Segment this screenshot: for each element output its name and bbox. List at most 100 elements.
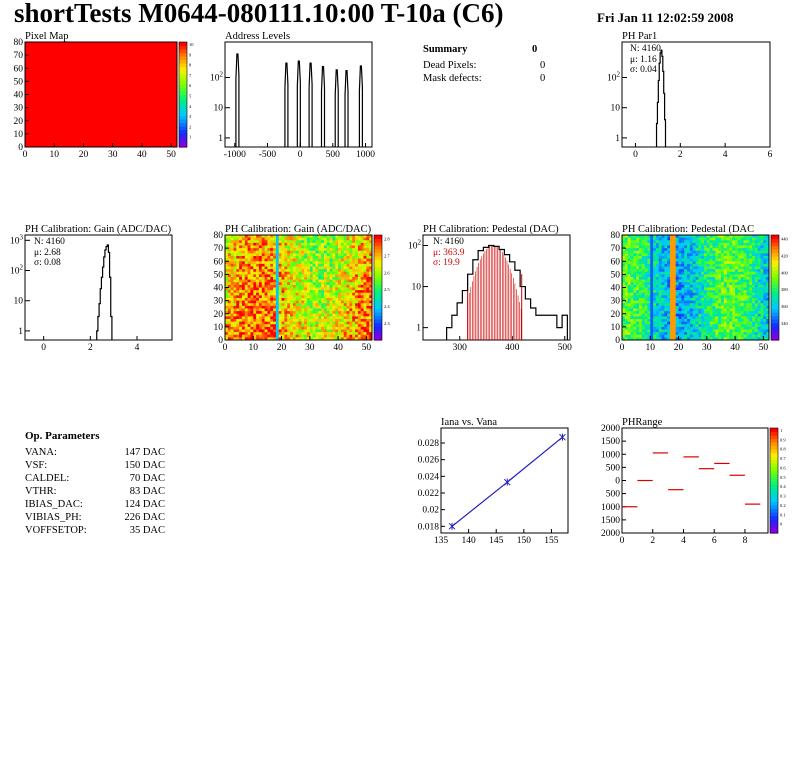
- heatmap-cell: [278, 269, 282, 273]
- heatmap-cell: [250, 305, 254, 309]
- heatmap-cell: [366, 248, 370, 252]
- heatmap-cell: [258, 279, 263, 283]
- heatmap-cell: [349, 290, 353, 294]
- heatmap-cell: [633, 235, 637, 239]
- heatmap-cell: [726, 271, 730, 275]
- heatmap-cell: [743, 242, 747, 246]
- heatmap-cell: [644, 319, 648, 323]
- heatmap-cell: [332, 316, 336, 320]
- colorbar-tick-label: 8: [189, 63, 192, 68]
- heatmap-cell: [290, 305, 294, 309]
- heatmap-cell: [318, 319, 322, 323]
- heatmap-cell: [687, 313, 691, 317]
- heatmap-cell: [270, 248, 274, 252]
- heatmap-cell: [357, 321, 362, 325]
- y-tick-label: 0: [615, 477, 620, 487]
- heatmap-cell: [346, 337, 350, 341]
- heatmap-cell: [653, 277, 657, 281]
- heatmap-cell: [672, 274, 677, 278]
- heatmap-cell: [749, 295, 753, 299]
- heatmap-cell: [678, 313, 682, 317]
- heatmap-cell: [250, 337, 254, 341]
- heatmap-cell: [653, 321, 657, 325]
- heatmap-cell: [264, 274, 268, 278]
- heatmap-cell: [352, 240, 356, 244]
- heatmap-cell: [355, 316, 359, 320]
- heatmap-cell: [281, 316, 285, 320]
- heatmap-cell: [264, 329, 268, 333]
- heatmap-cell: [306, 253, 311, 257]
- heatmap-cell: [244, 332, 249, 336]
- heatmap-cell: [270, 250, 274, 254]
- heatmap-cell: [247, 295, 251, 299]
- heatmap-cell: [357, 287, 362, 291]
- heatmap-cell: [366, 235, 370, 239]
- heatmap-cell: [241, 237, 246, 241]
- heatmap-cell: [703, 295, 708, 299]
- heatmap-cell: [670, 290, 674, 294]
- heatmap-cell: [360, 282, 364, 286]
- heatmap-cell: [241, 305, 246, 309]
- heatmap-cell: [760, 290, 764, 294]
- heatmap-cell: [720, 261, 725, 265]
- heatmap-cell: [323, 266, 328, 270]
- heatmap-cell: [692, 326, 696, 330]
- heatmap-cell: [292, 324, 297, 328]
- colorbar-cell: [179, 129, 187, 134]
- heatmap-cell: [273, 292, 277, 296]
- heatmap-cell: [718, 279, 722, 283]
- heatmap-cell: [681, 300, 685, 304]
- heatmap-cell: [712, 277, 716, 281]
- heatmap-cell: [261, 298, 265, 302]
- heatmap-cell: [746, 334, 750, 338]
- heatmap-cell: [672, 332, 677, 336]
- heatmap-cell: [647, 277, 651, 281]
- heatmap-cell: [230, 263, 234, 267]
- heatmap-cell: [695, 277, 699, 281]
- heatmap-cell: [692, 287, 696, 291]
- heatmap-cell: [706, 324, 711, 328]
- heatmap-cell: [667, 248, 671, 252]
- heatmap-cell: [735, 319, 739, 323]
- heatmap-cell: [315, 332, 319, 336]
- heatmap-cell: [253, 274, 257, 278]
- heatmap-cell: [749, 240, 753, 244]
- heatmap-cell: [227, 266, 232, 270]
- heatmap-cell: [684, 258, 688, 262]
- heatmap-cell: [667, 271, 671, 275]
- ph-range-title: PHRange: [622, 417, 663, 428]
- heatmap-cell: [706, 313, 711, 317]
- heatmap-cell: [740, 266, 744, 270]
- heatmap-cell: [287, 263, 291, 267]
- heatmap-cell: [706, 245, 711, 249]
- heatmap-cell: [329, 277, 333, 281]
- heatmap-cell: [352, 258, 356, 262]
- heatmap-cell: [729, 287, 733, 291]
- heatmap-cell: [647, 303, 651, 307]
- heatmap-cell: [360, 274, 364, 278]
- heatmap-cell: [695, 321, 699, 325]
- y-tick-label: 0.024: [418, 472, 440, 482]
- heatmap-cell: [653, 248, 657, 252]
- heatmap-cell: [355, 295, 359, 299]
- heatmap-cell: [247, 308, 251, 312]
- heatmap-cell: [638, 271, 643, 275]
- heatmap-cell: [653, 271, 657, 275]
- heatmap-cell: [253, 258, 257, 262]
- heatmap-cell: [250, 326, 254, 330]
- heatmap-cell: [624, 334, 629, 338]
- heatmap-cell: [366, 282, 370, 286]
- heatmap-cell: [695, 250, 699, 254]
- heatmap-cell: [278, 266, 282, 270]
- heatmap-cell: [340, 290, 345, 294]
- heatmap-cell: [695, 305, 699, 309]
- heatmap-cell: [261, 277, 265, 281]
- heatmap-cell: [661, 269, 665, 273]
- heatmap-cell: [267, 321, 271, 325]
- heatmap-cell: [295, 284, 299, 288]
- heatmap-cell: [624, 266, 629, 270]
- pedestal-fit: [467, 245, 522, 340]
- heatmap-cell: [703, 271, 708, 275]
- heatmap-cell: [284, 242, 288, 246]
